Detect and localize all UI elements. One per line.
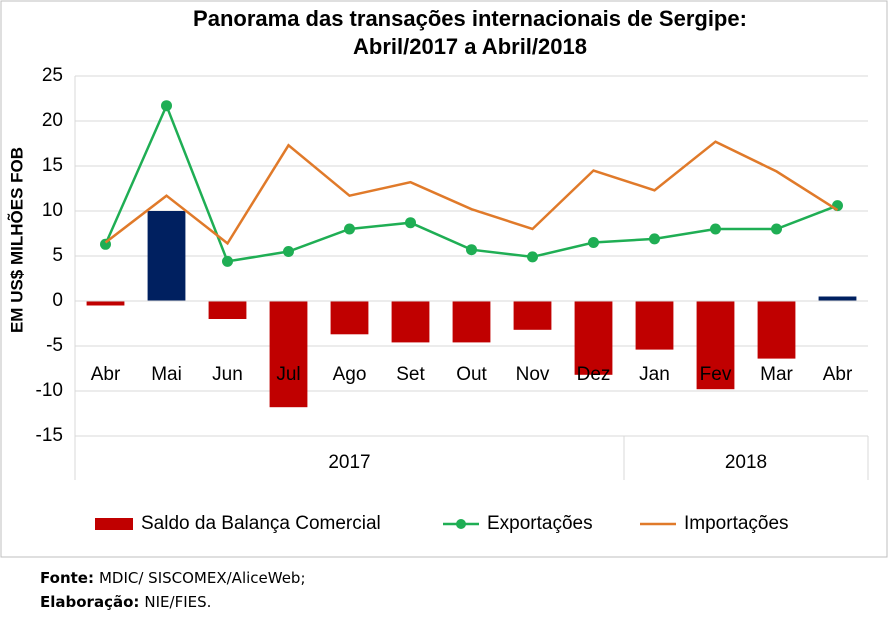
x-tick-label: Set — [396, 364, 425, 385]
marker — [771, 223, 782, 235]
bar — [269, 301, 308, 408]
marker — [222, 255, 233, 267]
note-label: Elaboração: — [40, 593, 140, 611]
y-tick-label: 10 — [42, 200, 63, 221]
marker — [527, 251, 538, 263]
bar — [818, 296, 857, 301]
group-label: 2017 — [328, 452, 370, 473]
chart: Panorama das transações internacionais d… — [0, 0, 888, 558]
note-text: MDIC/ SISCOMEX/AliceWeb; — [98, 569, 306, 587]
x-tick-label: Out — [456, 364, 487, 385]
y-tick-label: -15 — [36, 425, 63, 446]
marker — [710, 223, 721, 235]
legend-label: Saldo da Balança Comercial — [141, 513, 381, 534]
bar — [208, 301, 247, 319]
bar — [574, 301, 613, 375]
legend-marker — [456, 519, 466, 529]
x-tick-label: Dez — [577, 364, 611, 385]
y-tick-label: 0 — [52, 290, 63, 311]
y-tick-label: -5 — [46, 335, 63, 356]
note: Fonte: MDIC/ SISCOMEX/AliceWeb; — [40, 566, 306, 590]
y-tick-label: 5 — [52, 245, 63, 266]
bar — [391, 301, 430, 343]
x-tick-label: Mai — [151, 364, 182, 385]
chart-title: Abril/2017 a Abril/2018 — [353, 34, 587, 59]
marker — [588, 237, 599, 248]
chart-title: Panorama das transações internacionais d… — [193, 6, 747, 31]
notes: Fonte: MDIC/ SISCOMEX/AliceWeb; Elaboração… — [40, 566, 306, 614]
chart-border — [0, 0, 888, 558]
line — [104, 140, 839, 246]
x-tick-label: Nov — [516, 364, 550, 385]
y-tick-label: 25 — [42, 65, 63, 86]
x-tick-label: Jan — [639, 364, 670, 385]
marker — [649, 233, 660, 245]
legend-swatch — [95, 518, 133, 530]
note-label: Fonte: — [40, 569, 94, 587]
y-tick-label: 15 — [42, 155, 63, 176]
marker — [161, 100, 172, 112]
x-tick-label: Fev — [700, 364, 732, 385]
x-tick-label: Ago — [333, 364, 367, 385]
marker — [283, 246, 294, 257]
x-tick-label: Jun — [212, 364, 243, 385]
note: Elaboração: NIE/FIES. — [40, 590, 306, 614]
marker — [344, 223, 355, 235]
marker — [466, 244, 477, 256]
legend-label: Importações — [684, 513, 789, 534]
bar — [330, 301, 369, 335]
group-label: 2018 — [725, 452, 767, 473]
x-tick-label: Mar — [760, 364, 793, 385]
bar — [696, 301, 735, 390]
x-tick-label: Abr — [91, 364, 121, 385]
x-tick-label: Abr — [823, 364, 853, 385]
bar — [757, 301, 796, 359]
bar — [635, 301, 674, 350]
bar — [513, 301, 552, 330]
y-tick-label: -10 — [36, 380, 63, 401]
y-tick-label: 20 — [42, 110, 63, 131]
legend-label: Exportações — [487, 513, 593, 534]
note-text: NIE/FIES. — [144, 593, 212, 611]
x-tick-label: Jul — [276, 364, 300, 385]
bar — [147, 211, 186, 301]
marker — [405, 217, 416, 229]
bar — [452, 301, 491, 343]
bar — [86, 301, 125, 306]
y-axis-label: EM US$ MILHÕES FOB — [6, 147, 26, 333]
